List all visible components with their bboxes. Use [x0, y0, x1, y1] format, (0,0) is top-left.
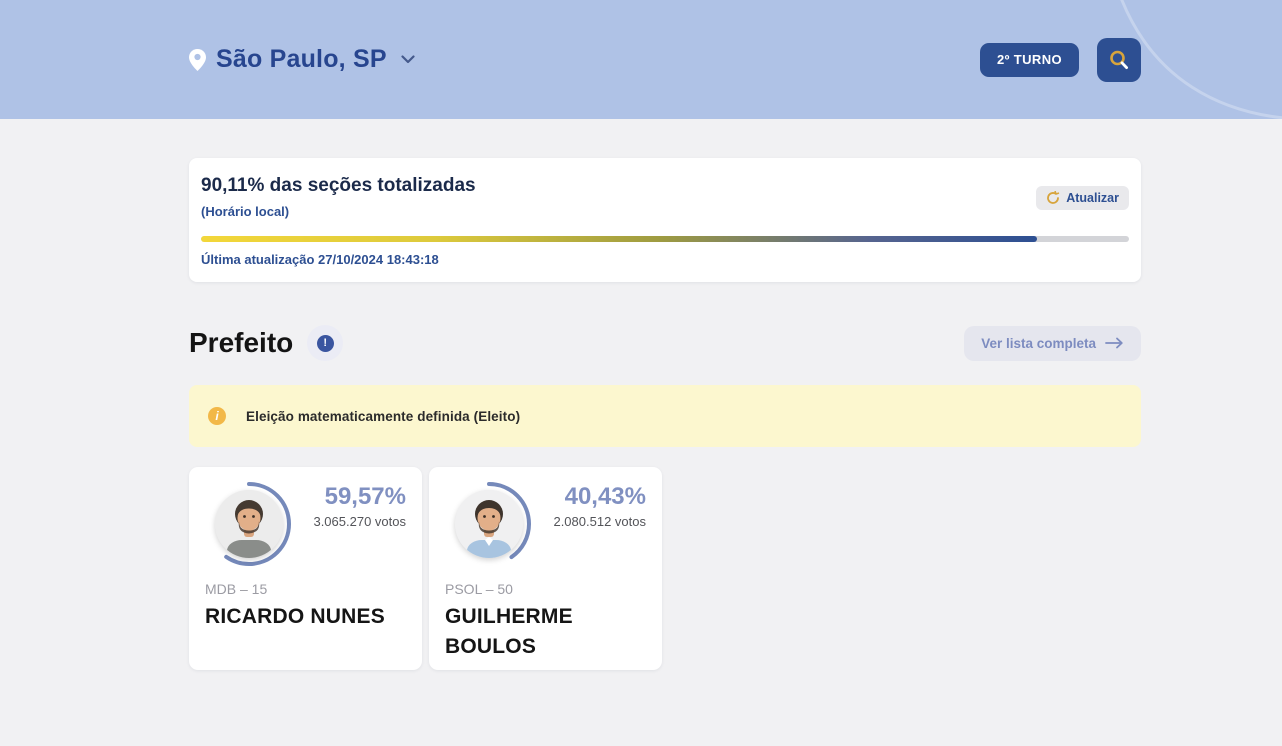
page-title: Prefeito [189, 327, 294, 358]
arrow-right-icon [1105, 337, 1124, 349]
refresh-button[interactable]: Atualizar [1036, 186, 1129, 210]
totalization-progress-fill [201, 236, 1038, 242]
candidate-votes: 3.065.270 votos [313, 514, 406, 530]
election-defined-banner: i Eleição matematicamente definida (Elei… [189, 385, 1141, 447]
candidate-percent: 40,43% [564, 483, 646, 510]
alert-info-icon: i [208, 407, 226, 425]
info-icon: ! [316, 334, 334, 352]
candidate-party: PSOL – 50 [445, 581, 513, 597]
chevron-down-icon [401, 55, 415, 64]
refresh-icon [1046, 191, 1060, 205]
location-selector[interactable]: São Paulo, SP [189, 45, 415, 74]
info-button[interactable]: ! [307, 325, 344, 361]
election-defined-message: Eleição matematicamente definida (Eleito… [246, 408, 521, 424]
round-toggle-button[interactable]: 2º TURNO [979, 42, 1079, 77]
location-pin-icon [189, 48, 206, 71]
last-update-timestamp: Última atualização 27/10/2024 18:43:18 [201, 252, 439, 267]
search-icon [1108, 49, 1130, 71]
totalization-title: 90,11% das seções totalizadas [201, 175, 476, 196]
candidate-photo [455, 490, 523, 558]
totalization-card: 90,11% das seções totalizadas (Horário l… [189, 158, 1141, 282]
search-button[interactable] [1097, 37, 1141, 82]
view-full-list-button[interactable]: Ver lista completa [964, 325, 1141, 361]
candidate-name: RICARDO NUNES [205, 605, 385, 628]
candidate-percent: 59,57% [324, 483, 406, 510]
candidate-card-ricardo-nunes: 59,57% 3.065.270 votos MDB – 15 RICARDO … [189, 467, 422, 670]
candidate-photo [215, 490, 283, 558]
timezone-note: (Horário local) [201, 204, 290, 219]
location-title: São Paulo, SP [216, 45, 387, 73]
candidate-votes: 2.080.512 votos [553, 514, 646, 530]
vote-share-ring [447, 482, 531, 566]
vote-share-ring [207, 482, 291, 566]
candidate-card-guilherme-boulos: 40,43% 2.080.512 votos PSOL – 50 GUILHER… [429, 467, 662, 670]
candidate-party: MDB – 15 [205, 581, 268, 597]
totalization-progress-track [201, 236, 1129, 242]
app-header: São Paulo, SP 2º TURNO [0, 0, 1282, 119]
candidate-name: GUILHERME BOULOS [445, 605, 573, 659]
